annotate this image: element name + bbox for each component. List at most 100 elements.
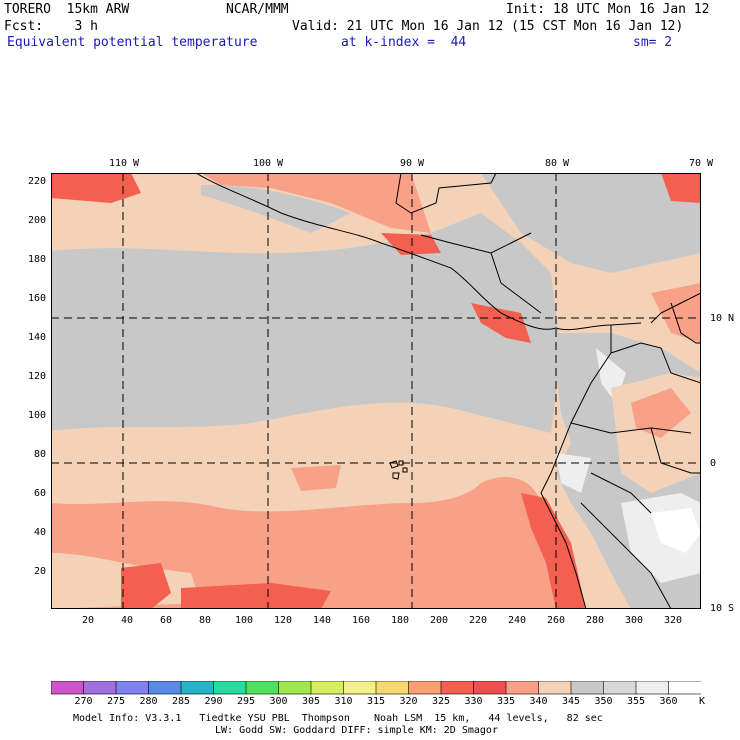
init-time: Init: 18 UTC Mon 16 Jan 12 — [506, 2, 710, 17]
colorbar-label: 305 — [301, 696, 321, 707]
colorbar-label: 315 — [366, 696, 386, 707]
coastlines — [195, 173, 701, 609]
x-tick-label: 100 — [234, 615, 254, 626]
colorbar-label: 330 — [464, 696, 483, 707]
x-tick-label: 20 — [81, 615, 95, 626]
theta-e-330-patch — [661, 173, 701, 203]
x-tick-label: 260 — [546, 615, 566, 626]
theta-e-330-patch — [381, 233, 441, 255]
colorbar-label: 275 — [106, 696, 126, 707]
x-tick-label: 180 — [390, 615, 410, 626]
colorbar-swatch — [440, 681, 475, 695]
y-tick-label: 80 — [33, 449, 46, 460]
x-tick-label: 40 — [120, 615, 134, 626]
theta-e-340-patch — [291, 465, 341, 491]
x-tick-label: 300 — [624, 615, 644, 626]
map-frame — [51, 173, 701, 609]
colorbar-swatch — [668, 681, 701, 695]
y-tick-label: 200 — [27, 215, 46, 226]
field-name: Equivalent potential temperature — [7, 35, 258, 50]
x-tick-label: 280 — [585, 615, 605, 626]
y-tick-label: 180 — [27, 254, 46, 265]
lon-label: 70 W — [688, 158, 714, 169]
colorbar-swatch — [51, 681, 85, 695]
x-tick-label: 220 — [468, 615, 488, 626]
colorbar-swatch — [245, 681, 280, 695]
colorbar-swatch — [115, 681, 150, 695]
smoothing-label: sm= 2 — [633, 35, 673, 50]
y-tick-label: 160 — [27, 293, 46, 304]
lat-label: 10 N — [710, 313, 735, 324]
model-info: Model Info: V3.3.1 Tiedtke YSU PBL Thomp… — [73, 713, 603, 724]
colorbar-swatch — [83, 681, 117, 695]
colorbar-swatch — [635, 681, 670, 695]
x-tick-label: 60 — [159, 615, 173, 626]
x-tick-label: 80 — [198, 615, 212, 626]
y-tick-label: 100 — [27, 410, 46, 421]
colorbar-label: 340 — [529, 696, 548, 707]
level-label: at k-index = 44 — [341, 35, 467, 50]
colorbar-swatch — [180, 681, 215, 695]
colorbar-label: 310 — [334, 696, 353, 707]
colorbar-label: 325 — [431, 696, 451, 707]
lon-label: 100 W — [252, 158, 284, 169]
y-tick-label: 60 — [33, 488, 46, 499]
colorbar-swatch — [570, 681, 605, 695]
x-tick-label: 160 — [351, 615, 371, 626]
theta-e-340-amazon — [631, 388, 691, 438]
x-tick-label: 140 — [312, 615, 332, 626]
model-title: TORERO 15km ARW — [4, 2, 130, 17]
theta-e-330-peru — [521, 493, 586, 609]
colorbar-swatch — [310, 681, 345, 695]
colorbar-label: 270 — [74, 696, 93, 707]
theta-e-330-costarica — [471, 303, 531, 343]
colorbar — [51, 681, 701, 695]
x-tick-label: 120 — [273, 615, 293, 626]
colorbar-swatch — [213, 681, 247, 695]
colorbar-label: 285 — [171, 696, 191, 707]
theta-e-340-patch — [651, 283, 701, 343]
colorbar-label: 350 — [594, 696, 613, 707]
colorbar-swatch — [375, 681, 410, 695]
valid-time: Valid: 21 UTC Mon 16 Jan 12 (15 CST Mon … — [292, 19, 684, 34]
colorbar-label: 280 — [139, 696, 158, 707]
lon-label: 110 W — [108, 158, 140, 169]
colorbar-label: 360 — [659, 696, 678, 707]
theta-e-330-patch — [121, 563, 171, 609]
map-plot — [51, 173, 701, 609]
y-tick-label: 120 — [27, 371, 46, 382]
theta-e-340-mexico — [201, 173, 431, 233]
colorbar-swatch — [473, 681, 507, 695]
colorbar-swatch — [505, 681, 540, 695]
colorbar-label: 355 — [626, 696, 646, 707]
colorbar-unit: K — [698, 696, 706, 707]
colorbar-label: 300 — [269, 696, 288, 707]
lat-label: 10 S — [710, 603, 735, 614]
theta-e-350-region — [201, 184, 351, 233]
colorbar-swatch — [343, 681, 377, 695]
colorbar-swatch — [603, 681, 637, 695]
theta-e-350-band — [51, 213, 561, 433]
x-tick-label: 320 — [663, 615, 683, 626]
colorbar-swatch — [148, 681, 182, 695]
graticule — [51, 173, 701, 609]
colorbar-swatch — [538, 681, 572, 695]
y-tick-label: 40 — [33, 527, 46, 538]
lon-label: 80 W — [544, 158, 570, 169]
colorbar-label: 290 — [204, 696, 223, 707]
colorbar-label: 295 — [236, 696, 256, 707]
y-tick-label: 20 — [33, 566, 46, 577]
y-tick-label: 140 — [27, 332, 46, 343]
forecast-hour: Fcst: 3 h — [4, 19, 98, 34]
lon-label: 90 W — [399, 158, 425, 169]
theta-e-330-north — [51, 173, 141, 203]
colorbar-swatch — [408, 681, 442, 695]
theta-e-330-patch — [181, 583, 331, 609]
colorbar-swatch — [278, 681, 312, 695]
lat-label: 0 — [710, 458, 717, 469]
colorbar-label: 320 — [399, 696, 418, 707]
galapagos-islands — [389, 460, 408, 480]
colorbar-label: 335 — [496, 696, 516, 707]
x-tick-label: 240 — [507, 615, 527, 626]
colorbar-label: 345 — [561, 696, 581, 707]
